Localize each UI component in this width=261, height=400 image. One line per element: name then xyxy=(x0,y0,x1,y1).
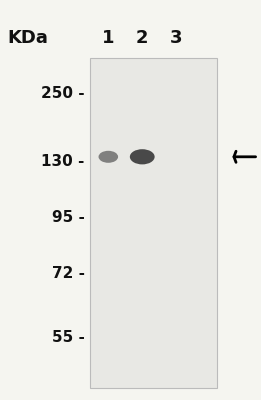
Text: 1: 1 xyxy=(102,29,115,47)
Text: 2: 2 xyxy=(136,29,149,47)
Text: 72 -: 72 - xyxy=(52,266,85,282)
Text: 250 -: 250 - xyxy=(41,86,85,102)
Text: 130 -: 130 - xyxy=(41,154,85,170)
Text: 3: 3 xyxy=(170,29,182,47)
Text: KDa: KDa xyxy=(7,29,48,47)
Ellipse shape xyxy=(130,149,155,164)
Bar xyxy=(90,58,217,388)
Text: 55 -: 55 - xyxy=(52,330,85,346)
Text: 95 -: 95 - xyxy=(52,210,85,226)
Ellipse shape xyxy=(99,151,118,163)
